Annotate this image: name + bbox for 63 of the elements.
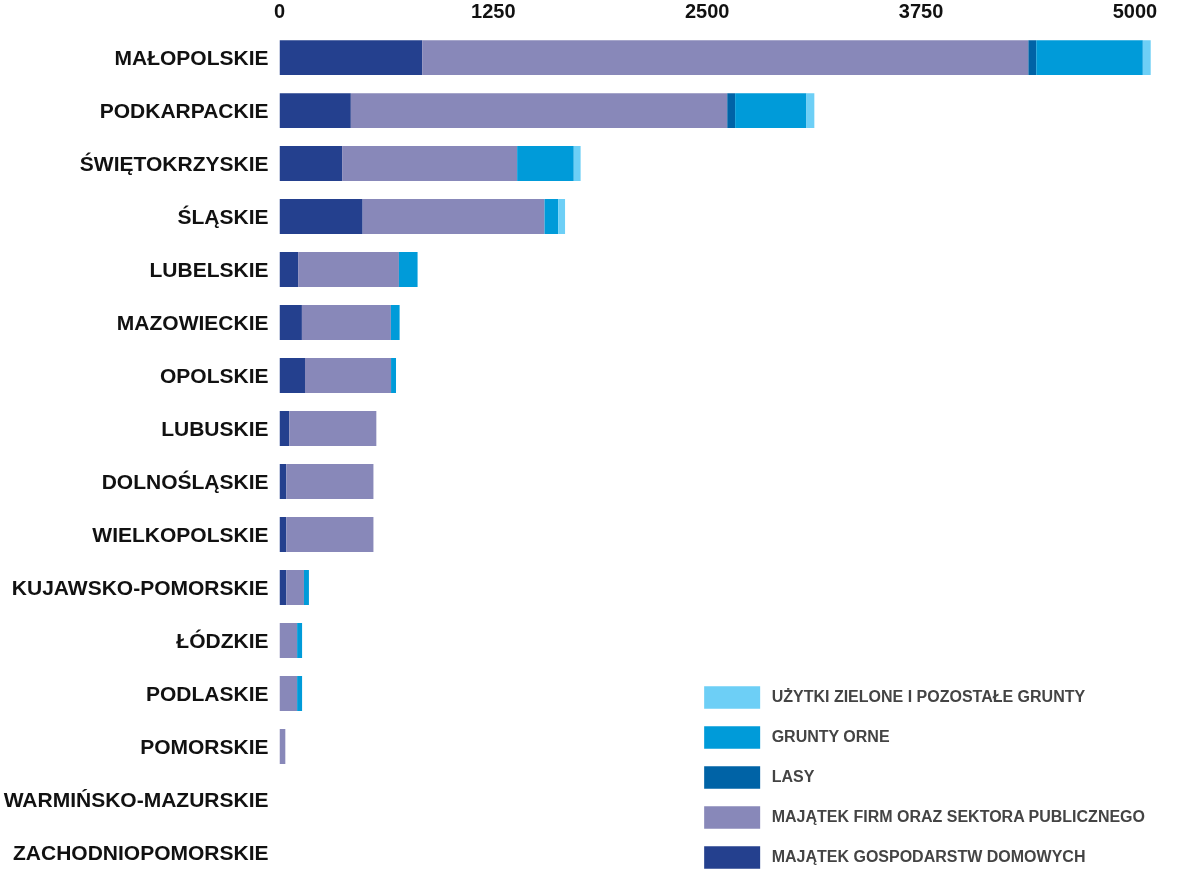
bar	[301, 305, 391, 341]
bar	[1036, 40, 1143, 76]
x-tick-label: 0	[273, 0, 286, 22]
bar	[422, 40, 1029, 76]
y-tick-label: ŚWIĘTOKRZYSKIE	[79, 152, 269, 176]
bar	[304, 358, 392, 394]
bar	[391, 358, 397, 394]
bar	[279, 622, 298, 658]
x-tick-label: 2500	[684, 0, 730, 22]
bar	[279, 252, 299, 288]
y-tick-label: LUBELSKIE	[149, 258, 269, 282]
bar	[286, 516, 374, 552]
bar	[735, 93, 807, 129]
bar	[286, 569, 304, 605]
bar	[289, 411, 377, 446]
bar	[279, 40, 423, 76]
y-tick-label: PODLASKIE	[145, 681, 269, 705]
bar	[342, 146, 518, 182]
y-tick-label: LUBUSKIE	[161, 417, 269, 441]
bar	[806, 93, 815, 129]
y-tick-label: MAŁOPOLSKIE	[114, 46, 269, 70]
y-tick-label: PODKARPACKIE	[99, 99, 269, 123]
bar	[297, 675, 303, 711]
bar	[558, 199, 566, 235]
y-tick-label: DOLNOŚLĄSKIE	[101, 469, 269, 493]
bar	[279, 93, 351, 129]
bar	[279, 358, 305, 394]
bar	[303, 569, 309, 605]
y-tick-label: ZACHODNIOPOMORSKIE	[12, 840, 269, 864]
y-tick-label: WARMIŃSKO-MAZURSKIE	[3, 787, 269, 811]
bar	[390, 305, 400, 341]
bar	[517, 146, 574, 182]
bar	[298, 252, 399, 288]
y-tick-label: ŚLĄSKIE	[177, 205, 269, 229]
bar	[279, 199, 363, 235]
y-tick-label: MAZOWIECKIE	[116, 311, 269, 335]
legend-label: GRUNTY ORNE	[771, 728, 890, 746]
bar	[279, 675, 298, 711]
bar	[279, 411, 290, 446]
bar	[398, 252, 418, 288]
bar	[573, 146, 581, 182]
y-tick-label: POMORSKIE	[140, 734, 269, 758]
x-tick-label: 3750	[898, 0, 944, 22]
y-tick-label: WIELKOPOLSKIE	[92, 522, 269, 546]
bar	[1142, 40, 1151, 76]
bar	[279, 305, 302, 341]
bar	[350, 93, 728, 129]
legend-label: MAJĄTEK GOSPODARSTW DOMOWYCH	[771, 848, 1086, 866]
x-tick-label: 5000	[1112, 0, 1158, 22]
y-tick-label: ŁÓDZKIE	[176, 628, 269, 652]
legend-label: MAJĄTEK FIRM ORAZ SEKTORA PUBLICZNEGO	[771, 808, 1145, 826]
bar	[1028, 40, 1037, 76]
y-tick-label: OPOLSKIE	[159, 364, 269, 388]
bar	[727, 93, 736, 129]
bar	[544, 199, 559, 235]
bar	[362, 199, 545, 235]
legend-label: LASY	[771, 768, 815, 786]
legend-label: UŻYTKI ZIELONE I POZOSTAŁE GRUNTY	[771, 688, 1086, 706]
bar	[286, 464, 374, 499]
bar	[279, 146, 343, 182]
bar	[297, 622, 303, 658]
x-tick-label: 1250	[471, 0, 516, 22]
y-tick-label: KUJAWSKO-POMORSKIE	[11, 575, 269, 599]
